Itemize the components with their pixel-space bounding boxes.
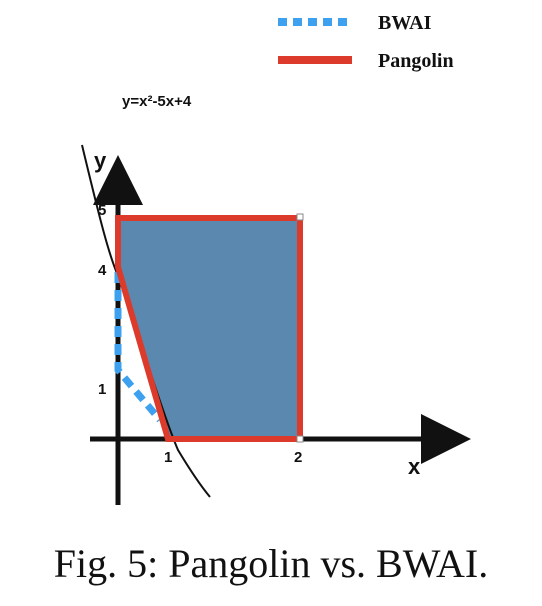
x-tick-1: 1 [164, 449, 172, 466]
bwai-boundary [114, 272, 163, 423]
legend-pangolin-label: Pangolin [378, 50, 454, 72]
legend: BWAI Pangolin [278, 12, 454, 72]
x-tick-2: 2 [294, 449, 302, 466]
figure-caption: Fig. 5: Pangolin vs. BWAI. [53, 541, 489, 586]
corner-marker-top-right [296, 213, 304, 221]
y-tick-1: 1 [98, 381, 106, 398]
y-axis-label: y [94, 148, 107, 173]
x-axis-label: x [408, 454, 421, 479]
corner-marker-bottom-right [296, 435, 304, 443]
shaded-region [118, 218, 300, 439]
equation-label: y=x²-5x+4 [122, 93, 192, 110]
legend-bwai-label: BWAI [378, 12, 432, 34]
pangolin-boundary [115, 215, 303, 442]
y-tick-5: 5 [98, 202, 106, 219]
y-tick-4: 4 [98, 262, 107, 279]
